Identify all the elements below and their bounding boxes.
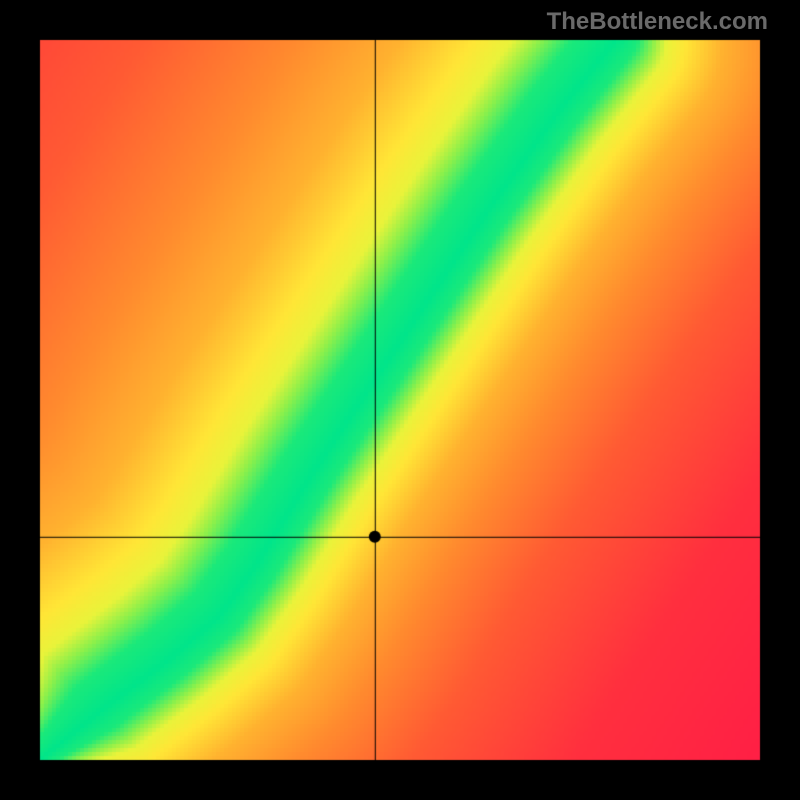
- chart-container: { "type": "heatmap-with-crosshair", "can…: [0, 0, 800, 800]
- watermark-text: TheBottleneck.com: [547, 8, 768, 36]
- bottleneck-heatmap: [0, 0, 800, 800]
